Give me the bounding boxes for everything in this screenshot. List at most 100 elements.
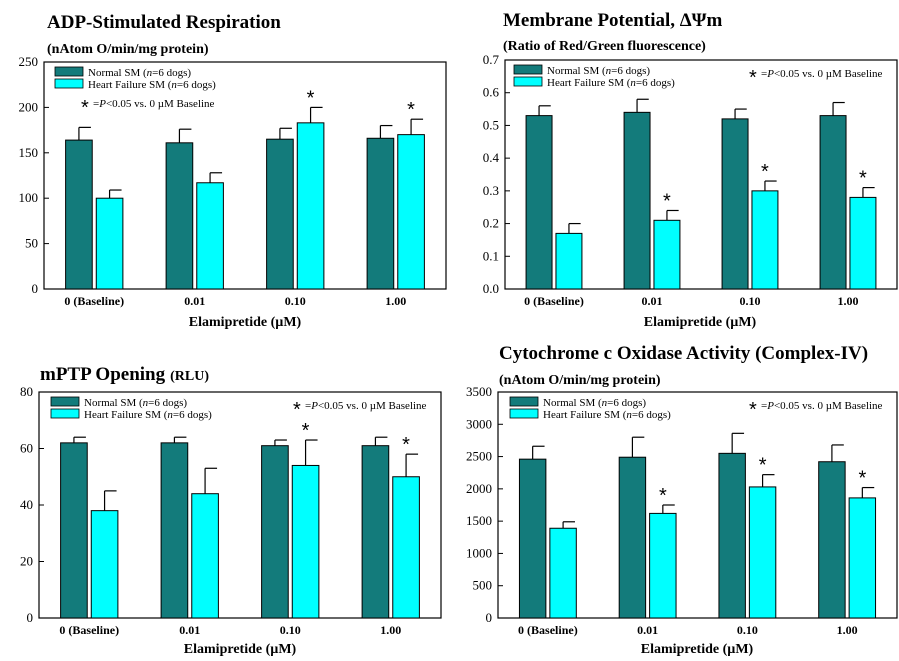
- chart-subtitle-1: (nAtom O/min/mg protein): [47, 42, 209, 57]
- chart-panel-4: Cytochrome c Oxidase Activity (Complex-I…: [466, 343, 898, 657]
- bar-4-s0-c3: [818, 461, 846, 619]
- x-tick-label-3-2: 0.10: [280, 623, 301, 637]
- bar-1-s1-c3: [397, 134, 425, 290]
- bar-3-s1-c2: [291, 464, 320, 619]
- significance-star-4-c1: *: [659, 485, 667, 507]
- y-tick-label-2-6: 0.6: [483, 85, 500, 100]
- bar-4-s0-c1: [618, 456, 647, 619]
- plot-frame-4: [497, 391, 898, 619]
- chart-panel-3: mPTP Opening (RLU) 0 20 40 60 80 0 (Baseline) 0.…: [20, 364, 442, 657]
- bar-3-s0-c0: [60, 442, 88, 619]
- y-tick-label-1-1: 50: [25, 236, 38, 251]
- bar-3-s0-c1: [160, 442, 189, 619]
- legend-label-3-1: Heart Failure SM (n=6 dogs): [84, 409, 212, 421]
- significance-star-3-c2: *: [302, 420, 310, 442]
- y-tick-label-2-2: 0.2: [483, 216, 499, 231]
- y-tick-label-2-4: 0.4: [483, 150, 500, 165]
- y-tick-label-3-1: 20: [20, 554, 33, 569]
- legend-label-2-0: Normal SM (n=6 dogs): [547, 65, 650, 77]
- significance-note-3: =P<0.05 vs. 0 µM Baseline: [305, 400, 427, 412]
- x-tick-label-2-1: 0.01: [642, 294, 663, 308]
- y-tick-label-1-2: 100: [19, 190, 39, 205]
- bar-3-s1-c1: [191, 493, 219, 619]
- y-tick-label-2-0: 0.0: [483, 281, 499, 296]
- chart-title-1: ADP-Stimulated Respiration: [47, 12, 281, 33]
- x-tick-label-1-1: 0.01: [184, 294, 205, 308]
- bar-1-s1-c1: [196, 182, 224, 290]
- note-star-2: *: [749, 67, 757, 89]
- significance-star-4-c2: *: [759, 455, 767, 477]
- bar-3-s1-c3: [392, 476, 420, 619]
- legend-swatch-4-0: [509, 396, 539, 407]
- chart-title-3: mPTP Opening (RLU): [40, 364, 209, 385]
- y-tick-label-4-1: 500: [473, 578, 493, 593]
- y-tick-label-4-4: 2000: [466, 481, 492, 496]
- bar-4-s1-c2: [748, 486, 777, 619]
- bar-2-s1-c0: [555, 232, 583, 290]
- chart-panel-1: ADP-Stimulated Respiration (nAtom O/min/m…: [19, 12, 447, 330]
- chart-title-4: Cytochrome c Oxidase Activity (Complex-I…: [499, 343, 868, 364]
- legend-label-1-1: Heart Failure SM (n=6 dogs): [88, 79, 216, 91]
- legend-label-4-0: Normal SM (n=6 dogs): [543, 397, 646, 409]
- x-axis-label-1: Elamipretide (µM): [189, 315, 302, 330]
- x-tick-label-3-0: 0 (Baseline): [59, 623, 119, 637]
- x-tick-label-2-2: 0.10: [740, 294, 761, 308]
- chart-panel-2: Membrane Potential, ΔΨm (Ratio of Red/Gre…: [483, 10, 898, 330]
- y-tick-label-4-7: 3500: [466, 384, 492, 399]
- plot-frame-2: [504, 59, 898, 290]
- bar-2-s0-c1: [623, 111, 651, 290]
- legend-swatch-3-0: [50, 396, 80, 407]
- x-tick-label-1-0: 0 (Baseline): [64, 294, 124, 308]
- bar-2-s0-c0: [525, 115, 553, 290]
- chart-title-unit-3: (RLU): [170, 369, 209, 384]
- x-axis-label-2: Elamipretide (µM): [644, 315, 757, 330]
- y-tick-label-2-1: 0.1: [483, 248, 499, 263]
- x-tick-label-4-2: 0.10: [737, 623, 758, 637]
- y-tick-label-2-3: 0.3: [483, 183, 499, 198]
- significance-note-2: =P<0.05 vs. 0 µM Baseline: [761, 68, 883, 80]
- bar-1-s1-c2: [296, 122, 325, 290]
- significance-star-3-c3: *: [402, 434, 410, 456]
- y-tick-label-2-7: 0.7: [483, 52, 500, 67]
- legend-label-3-0: Normal SM (n=6 dogs): [84, 397, 187, 409]
- y-tick-label-1-0: 0: [32, 281, 39, 296]
- y-tick-label-1-3: 150: [19, 145, 39, 160]
- bar-3-s1-c0: [90, 510, 119, 619]
- legend-swatch-2-1: [513, 76, 543, 87]
- y-tick-label-4-0: 0: [486, 610, 493, 625]
- x-tick-label-4-1: 0.01: [637, 623, 658, 637]
- bar-2-s1-c2: [751, 190, 779, 290]
- significance-star-2-c2: *: [761, 161, 769, 183]
- significance-star-4-c3: *: [858, 468, 866, 490]
- chart-title-2: Membrane Potential, ΔΨm: [503, 10, 722, 31]
- bar-1-s0-c3: [366, 137, 395, 290]
- bar-4-s1-c0: [549, 527, 577, 619]
- plot-frame-1: [43, 61, 447, 290]
- significance-star-1-c2: *: [307, 87, 315, 109]
- legend-swatch-1-0: [54, 66, 84, 77]
- legend-swatch-4-1: [509, 408, 539, 419]
- note-star-4: *: [749, 399, 757, 421]
- y-tick-label-4-2: 1000: [466, 545, 492, 560]
- x-tick-label-4-0: 0 (Baseline): [518, 623, 578, 637]
- y-tick-label-3-3: 60: [20, 441, 33, 456]
- x-axis-label-3: Elamipretide (µM): [184, 642, 297, 657]
- y-tick-label-4-6: 3000: [466, 416, 492, 431]
- bar-1-s0-c0: [65, 139, 93, 290]
- x-axis-label-4: Elamipretide (µM): [641, 642, 754, 657]
- x-tick-label-3-1: 0.01: [179, 623, 200, 637]
- y-tick-label-4-5: 2500: [466, 449, 492, 464]
- bar-2-s1-c3: [849, 196, 877, 290]
- legend-label-4-1: Heart Failure SM (n=6 dogs): [543, 409, 671, 421]
- x-tick-label-4-3: 1.00: [837, 623, 858, 637]
- y-tick-label-1-4: 200: [19, 99, 39, 114]
- x-tick-label-2-3: 1.00: [838, 294, 859, 308]
- x-tick-label-1-3: 1.00: [385, 294, 406, 308]
- bar-4-s1-c1: [649, 512, 677, 619]
- y-tick-label-3-2: 40: [20, 497, 33, 512]
- legend-swatch-3-1: [50, 408, 80, 419]
- bar-1-s1-c0: [95, 197, 124, 290]
- significance-note-4: =P<0.05 vs. 0 µM Baseline: [761, 400, 883, 412]
- bar-2-s1-c1: [653, 219, 681, 290]
- significance-note-1: =P<0.05 vs. 0 µM Baseline: [93, 98, 215, 110]
